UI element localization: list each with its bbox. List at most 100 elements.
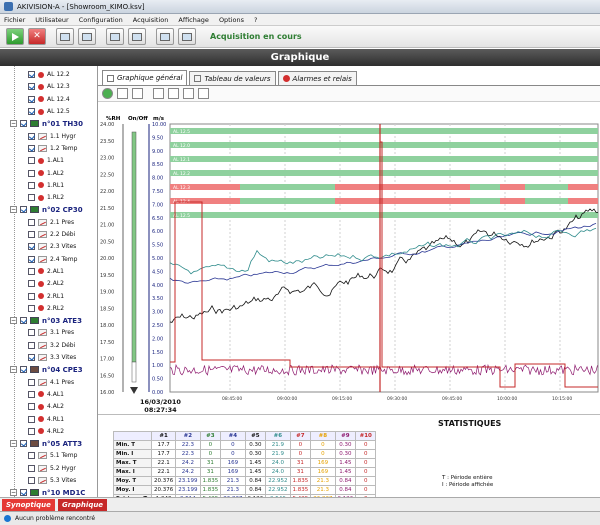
tree-item[interactable]: 2.RL1	[0, 290, 97, 301]
sync-button[interactable]	[106, 28, 124, 45]
tree-item[interactable]: 2.AL2	[0, 278, 97, 289]
tree-item[interactable]: AL 12.4	[0, 94, 97, 105]
tree-group[interactable]: − n°10 MD1C	[0, 487, 97, 497]
tab-synoptique[interactable]: Synoptique	[2, 499, 55, 511]
tree-group[interactable]: − n°03 ATE3	[0, 315, 97, 326]
tree-item[interactable]: 1.RL2	[0, 192, 97, 203]
menu-options[interactable]: Options	[218, 15, 245, 24]
zoom-in-button[interactable]	[168, 88, 179, 99]
menu-utilisateur[interactable]: Utilisateur	[35, 15, 69, 24]
channel-checkbox[interactable]	[28, 378, 35, 386]
start-acquisition-button[interactable]	[6, 28, 24, 45]
zoom-fit-button[interactable]	[117, 88, 128, 99]
group-checkbox[interactable]	[20, 120, 27, 128]
tree-item[interactable]: 2.RL2	[0, 303, 97, 314]
group-checkbox[interactable]	[20, 317, 27, 325]
tree-item[interactable]: AL 12.2	[0, 69, 97, 80]
tree-item[interactable]: 3.3 Vites	[0, 352, 97, 363]
menu-affichage[interactable]: Affichage	[178, 15, 209, 24]
menu-fichier[interactable]: Fichier	[4, 15, 26, 24]
channel-checkbox[interactable]	[28, 329, 35, 337]
tree-item[interactable]: 5.1 Temp	[0, 450, 97, 461]
cursor-tool-button[interactable]	[153, 88, 164, 99]
refresh-button[interactable]	[102, 88, 113, 99]
channel-checkbox[interactable]	[28, 157, 35, 165]
tree-item[interactable]: 2.2 Débi	[0, 229, 97, 240]
tree-item[interactable]: 1.RL1	[0, 180, 97, 191]
tree-group[interactable]: − n°05 ATT3	[0, 438, 97, 449]
channel-checkbox[interactable]	[28, 144, 35, 152]
channel-checkbox[interactable]	[28, 415, 35, 423]
channel-checkbox[interactable]	[28, 341, 35, 349]
channel-checkbox[interactable]	[28, 267, 35, 275]
tree-item[interactable]: 2.1 Pres	[0, 217, 97, 228]
print-button[interactable]	[156, 28, 174, 45]
tree-group[interactable]: − n°02 CP30	[0, 204, 97, 215]
channel-checkbox[interactable]	[28, 280, 35, 288]
channel-checkbox[interactable]	[28, 231, 35, 239]
tree-item[interactable]: 4.AL1	[0, 389, 97, 400]
channel-checkbox[interactable]	[28, 403, 35, 411]
tab-alarmes-relais[interactable]: Alarmes et relais	[277, 71, 357, 85]
menu-acquisition[interactable]: Acquisition	[132, 15, 169, 24]
stop-acquisition-button[interactable]: ✕	[28, 28, 46, 45]
group-checkbox[interactable]	[20, 440, 27, 448]
group-checkbox[interactable]	[20, 206, 27, 214]
zoom-out-button[interactable]	[183, 88, 194, 99]
tree-item[interactable]: 2.AL1	[0, 266, 97, 277]
collapse-toggle-icon[interactable]: −	[10, 317, 17, 325]
channel-checkbox[interactable]	[28, 169, 35, 177]
collapse-toggle-icon[interactable]: −	[10, 206, 17, 214]
tree-item[interactable]: 4.RL1	[0, 413, 97, 424]
collapse-toggle-icon[interactable]: −	[10, 489, 17, 497]
collapse-toggle-icon[interactable]: −	[10, 120, 17, 128]
channel-checkbox[interactable]	[28, 292, 35, 300]
tree-item[interactable]: AL 12.3	[0, 81, 97, 92]
tree-item[interactable]: AL 12.5	[0, 106, 97, 117]
network-button[interactable]	[78, 28, 96, 45]
tree-item[interactable]: 4.AL2	[0, 401, 97, 412]
channel-checkbox[interactable]	[28, 194, 35, 202]
channel-checkbox[interactable]	[28, 218, 35, 226]
tree-item[interactable]: 4.1 Pres	[0, 377, 97, 388]
collapse-toggle-icon[interactable]: −	[10, 440, 17, 448]
tree-group[interactable]: − n°01 TH30	[0, 118, 97, 129]
tree-item[interactable]: 1.2 Temp	[0, 143, 97, 154]
collapse-toggle-icon[interactable]: −	[10, 366, 17, 374]
channel-checkbox[interactable]	[28, 95, 35, 103]
tree-group[interactable]: − n°04 CPE3	[0, 364, 97, 375]
tab-graphique[interactable]: Graphique	[58, 499, 108, 511]
channel-checkbox[interactable]	[28, 71, 35, 79]
channel-checkbox[interactable]	[28, 304, 35, 312]
tree-item[interactable]: 3.2 Débi	[0, 340, 97, 351]
tree-item[interactable]: 2.3 Vites	[0, 241, 97, 252]
group-checkbox[interactable]	[20, 366, 27, 374]
export-button[interactable]	[128, 28, 146, 45]
pan-tool-button[interactable]	[198, 88, 209, 99]
zoom-area-button[interactable]	[132, 88, 143, 99]
channel-checkbox[interactable]	[28, 132, 35, 140]
channel-checkbox[interactable]	[28, 108, 35, 116]
channel-checkbox[interactable]	[28, 255, 35, 263]
channel-checkbox[interactable]	[28, 477, 35, 485]
tab-graphique-general[interactable]: Graphique général	[102, 70, 188, 85]
tree-item[interactable]: 1.AL1	[0, 155, 97, 166]
tab-tableau-valeurs[interactable]: Tableau de valeurs	[189, 71, 276, 85]
report-button[interactable]	[178, 28, 196, 45]
tree-item[interactable]: 2.4 Temp	[0, 254, 97, 265]
channel-checkbox[interactable]	[28, 354, 35, 362]
channel-checkbox[interactable]	[28, 427, 35, 435]
tree-item[interactable]: 1.1 Hygr	[0, 131, 97, 142]
channel-checkbox[interactable]	[28, 390, 35, 398]
config-button[interactable]	[56, 28, 74, 45]
menu-configuration[interactable]: Configuration	[78, 15, 123, 24]
group-checkbox[interactable]	[20, 489, 27, 497]
channel-checkbox[interactable]	[28, 464, 35, 472]
tree-item[interactable]: 4.RL2	[0, 426, 97, 437]
tree-item[interactable]: 1.AL2	[0, 167, 97, 178]
tree-item[interactable]: 5.2 Hygr	[0, 463, 97, 474]
channel-checkbox[interactable]	[28, 83, 35, 91]
channel-checkbox[interactable]	[28, 181, 35, 189]
channel-checkbox[interactable]	[28, 243, 35, 251]
tree-item[interactable]: 3.1 Pres	[0, 327, 97, 338]
